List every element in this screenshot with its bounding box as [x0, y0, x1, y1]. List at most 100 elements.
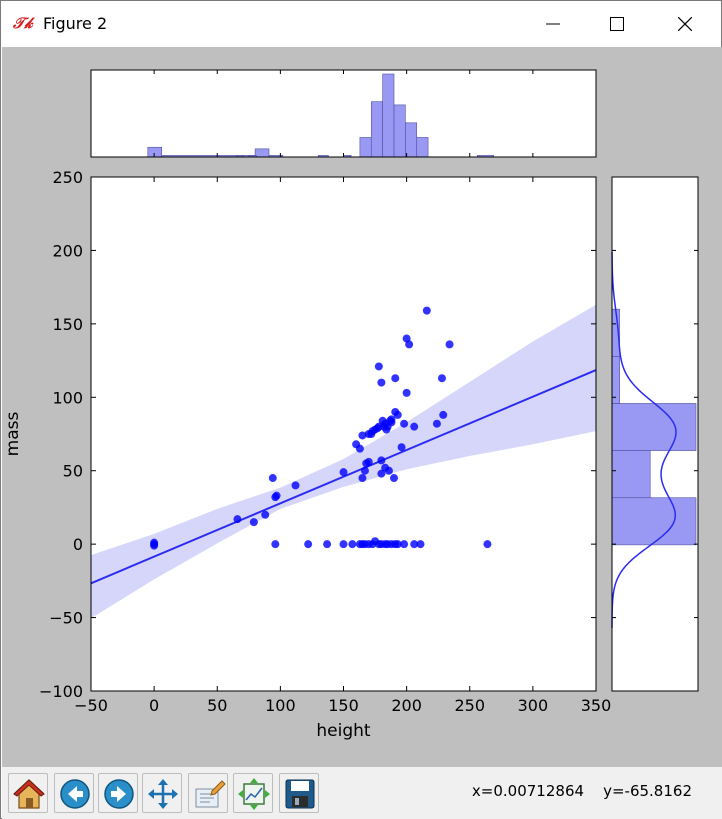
x-tick-label: 150 [328, 696, 359, 715]
right-histogram-bar [611, 403, 697, 451]
scatter-point [384, 466, 393, 475]
right-histogram-bar [611, 497, 697, 546]
pan-icon [148, 779, 178, 809]
back-icon [60, 779, 90, 809]
y-axis-label: mass [3, 412, 23, 457]
figure-canvas[interactable]: −50 0 50 100 150 200 250 300 350 −100 −50 0 50 100 15… [2, 47, 722, 767]
joint-plot: −50 0 50 100 150 200 250 300 350 −100−5005010015… [2, 47, 699, 741]
scatter-point [377, 469, 386, 478]
right-marginal-histogram [611, 308, 697, 546]
configure-subplots-button[interactable] [188, 773, 228, 813]
forward-button[interactable] [98, 773, 138, 813]
x-tick-label: 100 [265, 696, 296, 715]
scatter-point [374, 362, 383, 371]
zoom-icon [238, 778, 270, 810]
zoom-button[interactable] [233, 773, 273, 813]
scatter-point [377, 378, 386, 387]
right-marginal-kde [611, 251, 677, 628]
scatter-point [416, 540, 425, 549]
x-tick-label: 250 [454, 696, 485, 715]
scatter-point [271, 540, 280, 549]
x-axis-ticks: −50 0 50 100 150 200 250 300 350 [74, 70, 611, 715]
scatter-points [150, 306, 492, 550]
x-tick-label: 350 [581, 696, 612, 715]
scatter-point [150, 541, 159, 550]
window-title: Figure 2 [43, 14, 108, 33]
scatter-point [272, 491, 281, 500]
scatter-point [393, 540, 402, 549]
title-bar[interactable]: 𝒯𝓀 Figure 2 [1, 1, 721, 47]
x-tick-label: 200 [391, 696, 422, 715]
close-button[interactable] [661, 1, 707, 47]
scatter-point [364, 430, 373, 438]
scatter-point [400, 419, 409, 428]
forward-icon [104, 779, 134, 809]
top-histogram-bar [405, 122, 418, 158]
x-tick-label: 50 [207, 696, 227, 715]
y-tick-label: −50 [49, 609, 83, 628]
scatter-point [402, 388, 411, 397]
maximize-button[interactable] [593, 1, 639, 47]
y-tick-label: 0 [73, 535, 83, 554]
top-histogram-bar [147, 146, 162, 158]
navigation-toolbar: x=0.00712864 y=-65.8162 [2, 767, 722, 819]
scatter-point [377, 456, 386, 465]
y-tick-label: −100 [39, 682, 83, 701]
scatter-point [261, 510, 270, 519]
scatter-point [397, 443, 406, 452]
scatter-point [364, 457, 373, 466]
scatter-point [268, 474, 277, 483]
close-icon [678, 17, 692, 31]
right-histogram-bar [611, 356, 620, 404]
x-tick-label: 300 [518, 696, 549, 715]
minimize-button[interactable] [529, 1, 575, 47]
y-tick-label: 250 [52, 168, 83, 187]
cursor-coordinates: x=0.00712864 y=-65.8162 [471, 782, 692, 800]
x-axis-label: height [316, 721, 371, 741]
scatter-point [339, 468, 348, 477]
right-histogram-bar [611, 450, 651, 499]
scatter-point [405, 340, 414, 349]
top-marginal-axes [91, 70, 596, 157]
scatter-point [249, 518, 258, 527]
top-histogram-bar [416, 137, 429, 158]
scatter-point [437, 374, 446, 383]
top-histogram-bar [393, 104, 406, 158]
regression-line [91, 369, 596, 585]
scatter-point [358, 431, 367, 440]
y-tick-label: 200 [52, 241, 83, 260]
x-tick-label: −50 [74, 696, 108, 715]
scatter-point [410, 422, 419, 431]
home-button[interactable] [8, 773, 48, 813]
scatter-point [393, 410, 402, 419]
top-histogram-bar [359, 137, 372, 158]
scatter-point [355, 444, 364, 453]
tk-feather-icon: 𝒯𝓀 [13, 14, 33, 32]
scatter-point [304, 540, 313, 549]
y-axis-ticks: −100 −50 0 50 100 150 200 250 [39, 168, 698, 701]
x-tick-label: 0 [149, 696, 159, 715]
confidence-band [91, 304, 596, 619]
y-tick-label: 100 [52, 388, 83, 407]
scatter-point [233, 515, 242, 524]
top-histogram-bar [254, 148, 270, 158]
minimize-icon [546, 23, 560, 25]
top-histogram-bar [382, 73, 395, 158]
scatter-point [445, 340, 454, 349]
scatter-point [291, 481, 300, 490]
pan-button[interactable] [142, 773, 182, 813]
scatter-point [439, 410, 448, 419]
scatter-point [348, 540, 357, 549]
save-button[interactable] [279, 773, 319, 813]
scatter-point [432, 419, 441, 428]
scatter-point [339, 540, 348, 549]
scatter-point [483, 540, 492, 549]
save-icon [285, 779, 315, 809]
back-button[interactable] [54, 773, 94, 813]
y-tick-label: 50 [63, 462, 83, 481]
right-axes-frame [611, 176, 699, 692]
scatter-point [390, 474, 398, 483]
scatter-point [323, 540, 332, 549]
top-histogram-bar [370, 101, 383, 158]
